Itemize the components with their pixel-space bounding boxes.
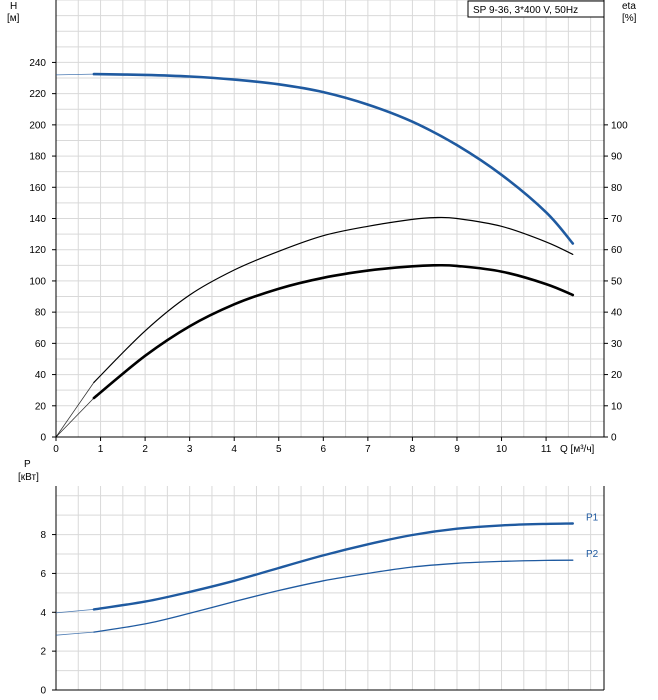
- p-tick-label: 0: [40, 686, 46, 697]
- p1-curve-extrapolated-line: [55, 609, 94, 614]
- eta-axis-unit: [%]: [622, 13, 637, 24]
- q-tick-label: 6: [321, 444, 327, 455]
- h-tick-label: 160: [29, 183, 46, 194]
- p2-curve-extrapolated-line: [55, 631, 94, 636]
- h-tick-label: 140: [29, 214, 46, 225]
- q-tick-label: 5: [276, 444, 282, 455]
- bottom-chart-grid: [52, 486, 605, 691]
- p-tick-label: 2: [40, 647, 46, 658]
- chart-curves: [55, 72, 575, 636]
- chart-labels: 0204060801001201401601802002202400102030…: [29, 58, 628, 697]
- h-tick-label: 100: [29, 276, 46, 287]
- eta-tick-label: 100: [611, 120, 628, 131]
- q-tick-label: 4: [231, 444, 237, 455]
- legend-box-text: SP 9-36, 3*400 V, 50Hz: [473, 5, 578, 16]
- q-tick-label: 2: [142, 444, 148, 455]
- h-axis-unit: [м]: [7, 13, 20, 24]
- eta-tick-label: 10: [611, 401, 623, 412]
- q-tick-label: 0: [53, 444, 59, 455]
- eta-tick-label: 0: [611, 433, 617, 444]
- eta-bold-curve-line: [92, 263, 575, 400]
- eta-tick-label: 40: [611, 308, 623, 319]
- eta-tick-label: 80: [611, 183, 623, 194]
- h-tick-label: 220: [29, 89, 46, 100]
- series-label-p2: P2: [586, 549, 599, 560]
- h-tick-label: 0: [40, 433, 46, 444]
- h-tick-label: 40: [35, 370, 47, 381]
- eta-bold-curve-extrapolated-line: [55, 397, 95, 438]
- eta-thin-curve-line: [93, 216, 574, 383]
- q-axis-title: Q [м³/ч]: [560, 444, 595, 455]
- p2-curve-line: [93, 559, 574, 633]
- h-tick-label: 20: [35, 401, 47, 412]
- q-tick-label: 1: [98, 444, 104, 455]
- p1-curve-line: [92, 522, 574, 611]
- p-tick-label: 8: [40, 530, 46, 541]
- eta-tick-label: 50: [611, 276, 623, 287]
- h-tick-label: 80: [35, 308, 47, 319]
- eta-tick-label: 70: [611, 214, 623, 225]
- q-tick-label: 10: [496, 444, 508, 455]
- h-tick-label: 240: [29, 58, 46, 69]
- h-axis-title: H: [10, 1, 17, 12]
- h-tick-label: 200: [29, 120, 46, 131]
- h-curve-extrapolated-line: [55, 73, 94, 76]
- eta-thin-curve-extrapolated-line: [55, 382, 95, 438]
- p-axis-title: P: [24, 459, 31, 470]
- q-tick-label: 8: [410, 444, 416, 455]
- eta-tick-label: 60: [611, 245, 623, 256]
- h-curve-line: [92, 72, 575, 245]
- p-tick-label: 4: [40, 608, 46, 619]
- q-tick-label: 7: [365, 444, 371, 455]
- series-label-p1: P1: [586, 512, 599, 523]
- h-tick-label: 120: [29, 245, 46, 256]
- eta-tick-label: 30: [611, 339, 623, 350]
- p-axis-unit: [кВт]: [18, 472, 39, 483]
- h-tick-label: 180: [29, 152, 46, 163]
- legend-box: SP 9-36, 3*400 V, 50Hz: [467, 0, 605, 18]
- eta-tick-label: 90: [611, 152, 623, 163]
- h-tick-label: 60: [35, 339, 47, 350]
- eta-axis-title: eta: [622, 1, 636, 12]
- q-tick-label: 3: [187, 444, 193, 455]
- q-tick-label: 11: [541, 444, 552, 455]
- q-tick-label: 9: [454, 444, 460, 455]
- top-chart-grid: [52, 0, 608, 441]
- eta-tick-label: 20: [611, 370, 623, 381]
- p-tick-label: 6: [40, 569, 46, 580]
